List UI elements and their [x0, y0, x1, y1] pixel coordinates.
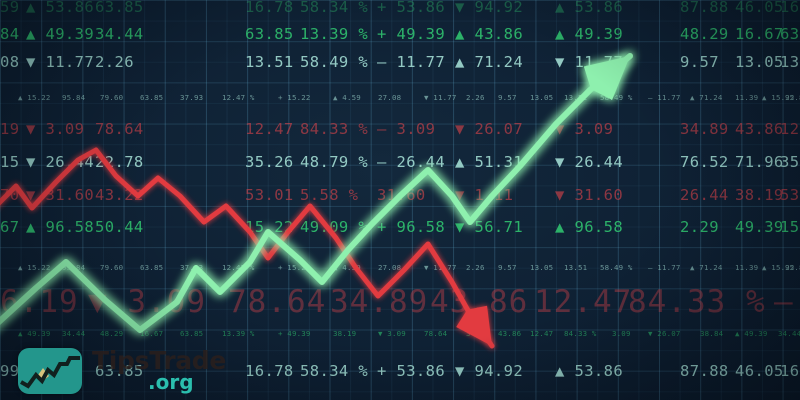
- rising-chart-icon: [18, 348, 82, 394]
- logo-mark-svg: [20, 356, 80, 389]
- down-arrow-icon: [456, 305, 492, 346]
- brand-wordmark: TipsTrade .org: [90, 346, 240, 394]
- uptrend-line: [0, 53, 633, 333]
- brand-logo[interactable]: TipsTrade .org: [18, 346, 240, 394]
- brand-name: TipsTrade: [92, 346, 227, 375]
- brand-tld: .org: [148, 370, 194, 394]
